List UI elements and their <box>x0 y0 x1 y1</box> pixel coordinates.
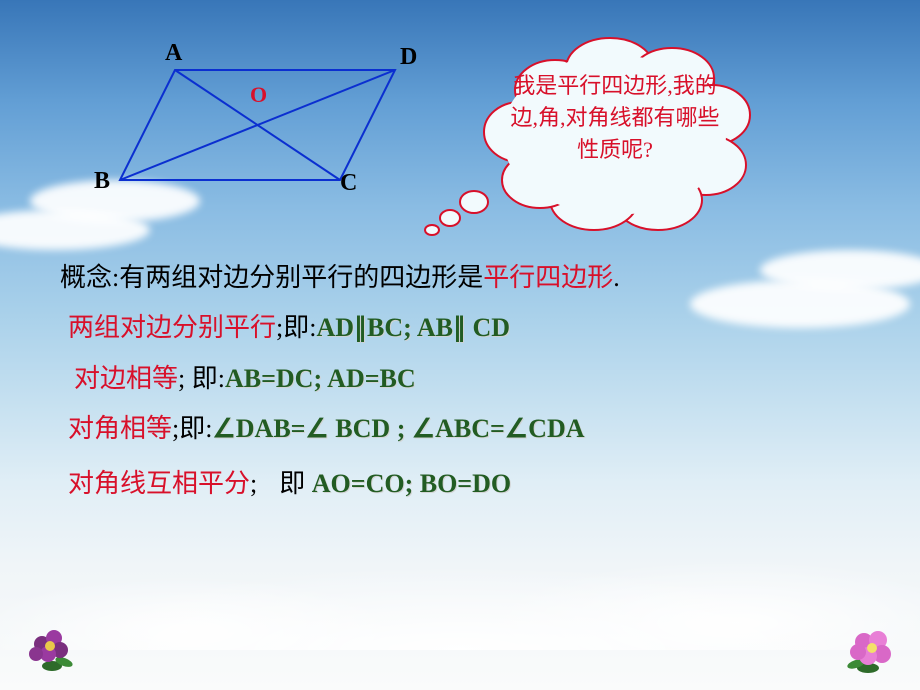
l1-blk: ;即: <box>276 313 316 342</box>
flower-right-icon <box>838 616 902 680</box>
vertex-label-C: C <box>340 170 357 197</box>
l2-red: 对边相等 <box>74 364 178 393</box>
l2-grn: AB=DC; AD=BC <box>225 364 416 393</box>
prop-line-4: 对角线互相平分; 即 AO=CO; BO=DO <box>68 466 880 502</box>
l4-grn: AO=CO; BO=DO <box>312 469 511 498</box>
l3-red: 对角相等 <box>68 414 172 443</box>
prop-line-3: 对角相等;即:∠DAB=∠ BCD ; ∠ABC=∠CDA <box>68 411 880 447</box>
l1-grn: AD∥BC; AB∥ CD <box>316 313 510 342</box>
l3-blk: ;即: <box>172 414 212 443</box>
vertex-label-D: D <box>400 44 417 71</box>
concept-line: 概念:有两组对边分别平行的四边形是平行四边形. <box>60 260 880 296</box>
concept-suffix: . <box>613 263 620 292</box>
prop-line-2: 对边相等; 即:AB=DC; AD=BC <box>74 361 880 397</box>
l2-blk: ; 即: <box>178 364 225 393</box>
vertex-label-B: B <box>94 168 110 195</box>
l4-semi: ; <box>250 469 257 498</box>
vertex-label-A: A <box>165 40 182 67</box>
prop-line-1: 两组对边分别平行;即:AD∥BC; AB∥ CD <box>68 310 880 346</box>
content-block: 概念:有两组对边分别平行的四边形是平行四边形. 两组对边分别平行;即:AD∥BC… <box>60 260 880 516</box>
l4-blk: 即 <box>279 469 312 498</box>
flower-left-icon <box>18 616 82 680</box>
l1-red: 两组对边分别平行 <box>68 313 276 342</box>
thought-bubble-text: 我是平行四边形,我的边,角,对角线都有哪些性质呢? <box>500 70 730 166</box>
l3-grn: ∠DAB=∠ BCD ; ∠ABC=∠CDA <box>212 414 584 443</box>
center-label-O: O <box>250 82 267 108</box>
concept-prefix: 概念:有两组对边分别平行的四边形是 <box>60 263 483 292</box>
concept-highlight: 平行四边形 <box>483 263 613 292</box>
l4-red: 对角线互相平分 <box>68 469 250 498</box>
